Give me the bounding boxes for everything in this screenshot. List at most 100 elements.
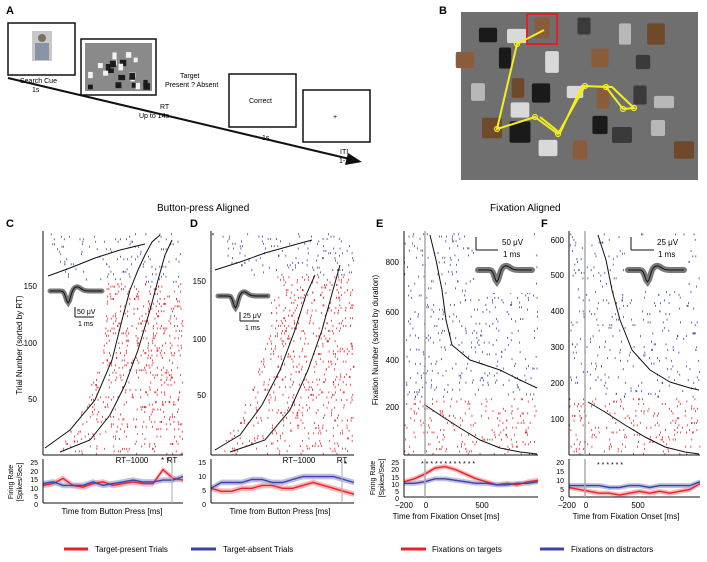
feedback-correct-text: Correct	[249, 98, 272, 105]
panel-f-raster: 600 500 400 300 200 100 25 μV 1 ms	[551, 231, 700, 455]
target-question-line2: Present ? Absent	[165, 82, 218, 89]
thumbnail-object	[118, 75, 125, 80]
panel-f-ytick-600: 600	[551, 236, 565, 245]
figure-canvas: A Search Cue 1s Target Present ? Absent …	[0, 0, 707, 562]
array-object-image	[573, 140, 587, 159]
panel-c-significance-stars: * *	[161, 456, 169, 465]
panel-d-label: D	[190, 218, 198, 230]
panel-e-ytick-800: 800	[386, 258, 400, 267]
array-object-image	[619, 23, 631, 44]
legend-target-present-label: Target-present Trials	[95, 545, 168, 554]
panel-f-firing-rate-curves	[569, 479, 700, 497]
array-object-image	[577, 18, 590, 35]
panel-f-ytick-500: 500	[551, 271, 565, 280]
button-press-aligned-heading: Button-press Aligned	[157, 203, 249, 214]
panel-d-waveform-inset: 25 μV 1 ms	[216, 286, 271, 332]
iti-duration: 1-2s	[339, 158, 353, 165]
thumbnail-object	[129, 73, 135, 80]
panel-c-waveform-inset: 50 μV 1 ms	[48, 281, 105, 328]
panel-e-waveform-inset: 50 μV 1 ms	[475, 236, 535, 293]
array-object-image	[636, 55, 650, 69]
panel-f-waveform-inset: 25 μV 1 ms	[625, 236, 687, 291]
panel-f-scale-uv: 25 μV	[657, 238, 679, 247]
panel-d-significance-stars: *	[344, 460, 347, 469]
legend-fix-distractors-label: Fixations on distractors	[571, 545, 653, 554]
panel-c-fr-ylabel-1: Firing Rate	[8, 465, 15, 499]
thumbnail-object	[115, 82, 121, 88]
panel-c-ytick-50: 50	[28, 395, 37, 404]
panel-d-scale-ms: 1 ms	[245, 325, 261, 332]
panel-c-label: C	[6, 218, 14, 230]
cue-person-body	[35, 43, 49, 60]
target-question-line1: Target	[180, 73, 200, 80]
panel-d-firing-rate: 15 10 5 0 * Time from Button Press [ms]	[198, 459, 354, 516]
panel-d-ytick-100: 100	[193, 335, 207, 344]
panel-e-fr-ylabel-1: Firing Rate	[370, 461, 377, 495]
panel-e-scale-ms: 1 ms	[503, 250, 520, 259]
panel-f-firing-rate: 20 15 10 5 0 * * * * * * –200 0 500 Time…	[556, 459, 700, 521]
panel-e-fr-ytick-10: 10	[391, 482, 399, 489]
panel-d-ytick-50: 50	[197, 391, 206, 400]
timeline-axis	[8, 78, 354, 160]
panel-f-xtick-minus200: –200	[558, 501, 576, 510]
panel-e-significance-stars: * * * * * * * * * * * *	[421, 461, 475, 468]
panel-e-scale-uv: 50 μV	[502, 238, 524, 247]
array-object-image	[512, 78, 524, 98]
panel-c-fr-ytick-15: 15	[30, 477, 38, 484]
panel-c-firing-rate-curves	[43, 467, 183, 490]
panel-f-label: F	[541, 218, 548, 230]
panel-c-scale-uv: 50 μV	[77, 309, 96, 316]
thumbnail-object	[119, 64, 124, 71]
panel-c-fr-ytick-10: 10	[30, 486, 38, 493]
panel-d-fr-ytick-5: 5	[202, 488, 206, 495]
panel-c-firing-rate: 25 20 15 10 5 0 Firing Rate [Spikes/Sec]…	[8, 456, 183, 516]
panel-e-ytick-200: 200	[386, 403, 400, 412]
panel-f-fr-ytick-15: 15	[556, 469, 564, 476]
panel-b-search-array: B	[439, 5, 698, 180]
panel-e-xtick-0: 0	[424, 501, 429, 510]
panel-c-fr-ytick-5: 5	[34, 494, 38, 501]
panel-b-label: B	[439, 5, 447, 17]
fixation-cross: +	[333, 114, 337, 121]
array-object-image	[456, 52, 475, 68]
thumbnail-object	[132, 83, 136, 88]
panel-f-fr-ytick-5: 5	[560, 487, 564, 494]
panel-c-spike-raster	[45, 233, 183, 455]
legend-button-press: Target-present Trials Target-absent Tria…	[64, 545, 293, 554]
thumbnail-object	[110, 60, 116, 67]
panel-e-raster: 800 600 400 200 Fixation Number (sorted …	[371, 231, 538, 455]
panel-d-fr-xlabel: Time from Button Press [ms]	[229, 507, 330, 516]
panel-d-spike-raster	[213, 233, 354, 455]
panel-a-task-diagram: A Search Cue 1s Target Present ? Absent …	[6, 5, 370, 165]
thumbnail-object	[88, 72, 93, 78]
panel-e-fr-ytick-15: 15	[391, 475, 399, 482]
panel-e-fr-ytick-25: 25	[391, 460, 399, 467]
panel-d-firing-rate-curves	[211, 474, 354, 497]
panel-f-xtick-0: 0	[584, 501, 589, 510]
panel-d-fr-ytick-0: 0	[202, 502, 206, 509]
panel-f-fr-xlabel: Time from Fixation Onset [ms]	[573, 512, 680, 521]
thumbnail-object	[103, 71, 108, 76]
array-object-image	[534, 18, 549, 39]
panel-e-fr-ytick-5: 5	[395, 489, 399, 496]
panel-f-ytick-300: 300	[551, 343, 565, 352]
panel-d-fr-ytick-15: 15	[198, 460, 206, 467]
legend-fixation: Fixations on targets Fixations on distra…	[401, 545, 653, 554]
array-object-image	[647, 23, 665, 44]
array-object-image	[674, 141, 694, 159]
array-object-image	[479, 28, 497, 42]
panel-f-ytick-400: 400	[551, 307, 565, 316]
legend-target-absent-label: Target-absent Trials	[223, 545, 293, 554]
rt-duration: Up to 14s	[139, 113, 169, 120]
array-object-image	[654, 96, 674, 108]
thumbnail-object	[108, 68, 114, 73]
rt-label: RT	[160, 104, 170, 111]
array-object-image	[471, 83, 485, 101]
array-object-image	[612, 127, 632, 143]
array-object-image	[539, 140, 558, 156]
panel-c-xtick-rt-1000: RT–1000	[116, 456, 149, 465]
panel-f-ytick-100: 100	[551, 415, 565, 424]
panel-f-fr-ytick-10: 10	[556, 478, 564, 485]
thumbnail-object	[134, 58, 138, 63]
panel-c-fr-xlabel: Time from Button Press [ms]	[61, 507, 162, 516]
